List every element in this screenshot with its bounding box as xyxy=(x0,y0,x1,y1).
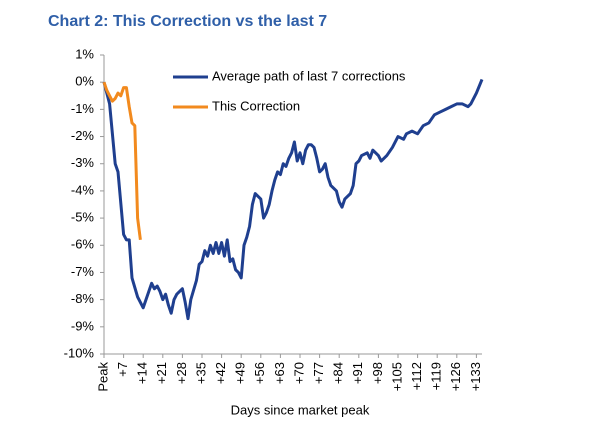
x-tick-label: +70 xyxy=(291,362,306,384)
y-tick-label: -8% xyxy=(71,291,95,306)
y-tick-label: -6% xyxy=(71,237,95,252)
series-line xyxy=(102,78,484,321)
y-tick-label: -4% xyxy=(71,182,95,197)
chart-title: Chart 2: This Correction vs the last 7 xyxy=(48,13,327,30)
legend-label: Average path of last 7 corrections xyxy=(212,68,406,83)
y-tick-label: -5% xyxy=(71,210,95,225)
y-tick-label: 0% xyxy=(75,74,94,89)
y-tick-label: -3% xyxy=(71,155,95,170)
x-tick-label: +133 xyxy=(468,362,483,391)
x-tick-label: +28 xyxy=(174,362,189,384)
x-tick-label: +21 xyxy=(154,362,169,384)
x-tick-label: +98 xyxy=(370,362,385,384)
x-tick-label: +84 xyxy=(331,362,346,384)
x-tick-label: +105 xyxy=(389,362,404,391)
x-tick-label: +14 xyxy=(135,362,150,384)
x-tick-label: +49 xyxy=(233,362,248,384)
x-tick-label: +91 xyxy=(350,362,365,384)
y-tick-label: 1% xyxy=(75,46,94,61)
y-tick-label: -1% xyxy=(71,101,95,116)
x-axis-label: Days since market peak xyxy=(231,402,370,417)
x-tick-label: +7 xyxy=(115,362,130,377)
series-line xyxy=(102,81,142,241)
x-tick-label: Peak xyxy=(95,362,110,392)
x-tick-label: +56 xyxy=(252,362,267,384)
x-tick-label: +77 xyxy=(311,362,326,384)
y-tick-label: -10% xyxy=(64,345,95,360)
y-tick-label: -2% xyxy=(71,128,95,143)
x-tick-label: +63 xyxy=(272,362,287,384)
x-tick-label: +42 xyxy=(213,362,228,384)
x-tick-label: +35 xyxy=(193,362,208,384)
x-tick-label: +119 xyxy=(429,362,444,390)
y-tick-label: -9% xyxy=(71,318,95,333)
x-tick-label: +126 xyxy=(448,362,463,391)
y-tick-label: -7% xyxy=(71,264,95,279)
legend-label: This Correction xyxy=(212,98,300,113)
x-tick-label: +112 xyxy=(409,362,424,390)
